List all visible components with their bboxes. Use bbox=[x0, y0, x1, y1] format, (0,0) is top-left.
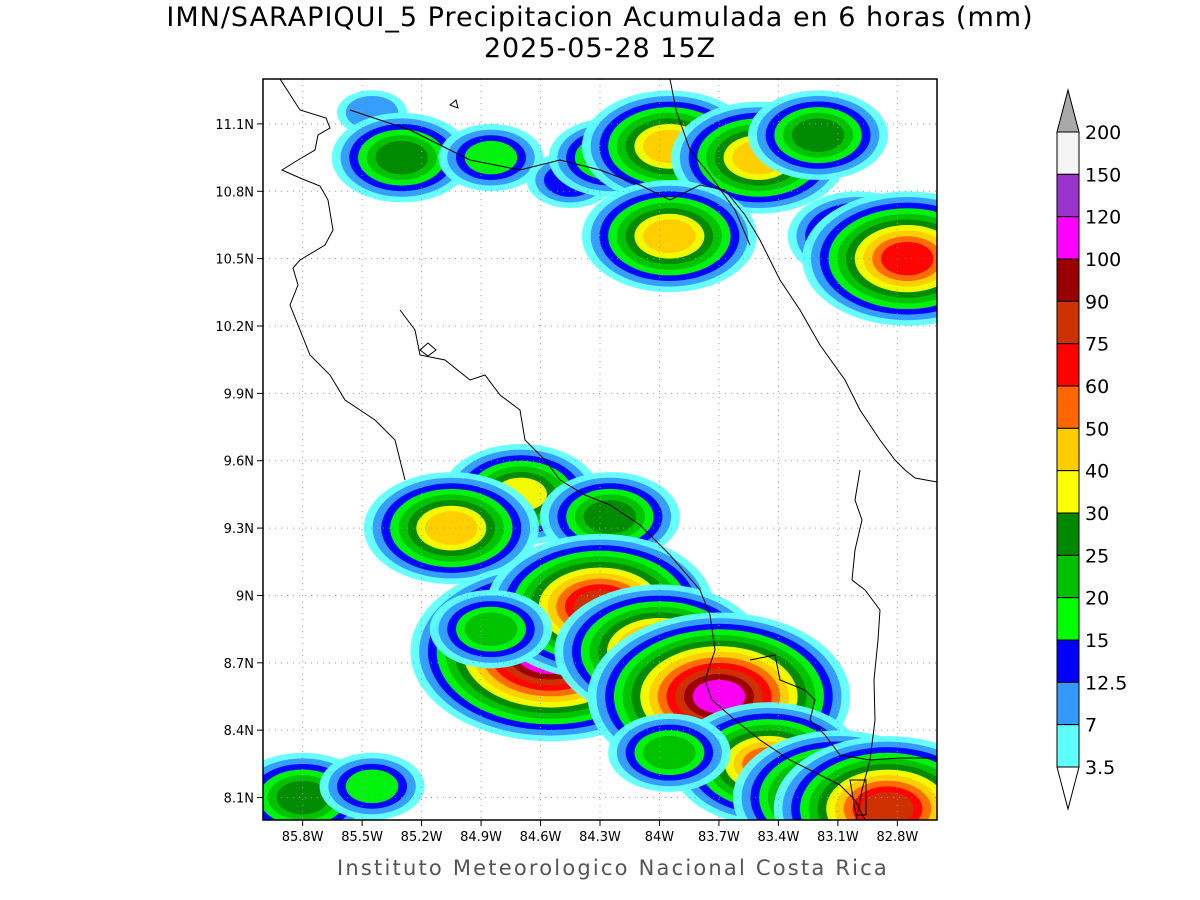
lat-tick-label: 9N bbox=[236, 589, 254, 604]
precip-contour bbox=[692, 679, 746, 714]
colorbar-label: 15 bbox=[1085, 630, 1109, 652]
colorbar-box bbox=[1056, 470, 1080, 514]
precip-contour bbox=[881, 241, 934, 276]
lon-tick-label: 85.5W bbox=[341, 830, 383, 845]
colorbar-box bbox=[1056, 724, 1080, 768]
colorbar-arrow-top bbox=[1056, 88, 1080, 133]
precip-contour bbox=[791, 118, 845, 152]
lon-tick-label: 84.9W bbox=[460, 830, 502, 845]
colorbar-box bbox=[1056, 131, 1080, 175]
lat-tick-label: 10.5N bbox=[215, 253, 254, 268]
colorbar-box bbox=[1056, 427, 1080, 472]
colorbar-label: 12.5 bbox=[1085, 672, 1127, 694]
lat-tick-label: 9.6N bbox=[224, 455, 254, 470]
lat-tick-label: 8.7N bbox=[224, 657, 254, 672]
lon-tick-label: 83.1W bbox=[817, 830, 859, 845]
map-subtitle: 2025-05-28 15Z bbox=[483, 33, 717, 64]
lat-tick-label: 10.8N bbox=[215, 185, 254, 200]
precip-cell bbox=[581, 180, 757, 293]
precipitation-field bbox=[263, 90, 937, 820]
colorbar-label: 50 bbox=[1085, 418, 1109, 440]
precip-contour bbox=[583, 500, 637, 534]
colorbar-label: 75 bbox=[1085, 334, 1109, 356]
lat-tick-label: 9.9N bbox=[224, 387, 254, 402]
colorbar-label: 40 bbox=[1085, 461, 1109, 483]
colorbar-label: 120 bbox=[1085, 207, 1121, 229]
colorbar-box bbox=[1056, 597, 1080, 641]
colorbar-label: 20 bbox=[1085, 588, 1109, 610]
lat-tick-label: 8.1N bbox=[224, 792, 254, 807]
precip-cell bbox=[331, 112, 472, 203]
colorbar-box bbox=[1056, 681, 1080, 726]
coastline-segment bbox=[419, 342, 437, 357]
colorbar-label: 60 bbox=[1085, 376, 1109, 398]
precip-cell bbox=[608, 713, 731, 792]
colorbar-label: 150 bbox=[1085, 164, 1121, 186]
map-title: IMN/SARAPIQUI_5 Precipitacion Acumulada … bbox=[166, 2, 1034, 33]
lat-tick-label: 11.1N bbox=[215, 118, 254, 133]
precip-contour bbox=[425, 511, 478, 545]
precip-contour bbox=[643, 219, 696, 253]
precip-cell bbox=[748, 90, 889, 180]
precip-cell bbox=[438, 123, 544, 192]
colorbar-arrow-bottom bbox=[1056, 766, 1080, 811]
lon-tick-label: 83.4W bbox=[758, 830, 800, 845]
colorbar-box bbox=[1056, 554, 1080, 599]
colorbar-label: 200 bbox=[1085, 122, 1121, 144]
precip-contour bbox=[375, 140, 429, 175]
colorbar-box bbox=[1056, 300, 1080, 345]
colorbar: 200 150 120 100 90 75 60 50 40 30 25 20 15 12.5 7 3.5 bbox=[1056, 88, 1127, 811]
coastline-segment bbox=[399, 309, 866, 820]
map-grid bbox=[263, 79, 937, 820]
precip-cell bbox=[429, 589, 553, 669]
precip-contour bbox=[345, 769, 399, 804]
lat-tick-label: 10.2N bbox=[215, 320, 254, 335]
precip-contour bbox=[861, 791, 914, 820]
colorbar-label: 25 bbox=[1085, 545, 1109, 567]
lon-tick-label: 84W bbox=[645, 830, 675, 845]
precip-cell bbox=[319, 752, 425, 820]
lon-tick-label: 85.2W bbox=[401, 830, 443, 845]
colorbar-label: 3.5 bbox=[1085, 757, 1115, 779]
latitude-axis: 11.1N 10.8N 10.5N 10.2N 9.9N 9.6N 9.3N 9N 8.7N 8.… bbox=[215, 118, 263, 807]
coastline bbox=[279, 79, 937, 820]
precip-contour bbox=[643, 735, 696, 770]
lon-tick-label: 84.3W bbox=[579, 830, 621, 845]
longitude-axis: 85.8W 85.5W 85.2W 84.9W 84.6W 84.3W 84W 83.7W 83… bbox=[282, 820, 918, 845]
colorbar-label: 30 bbox=[1085, 503, 1109, 525]
precip-contour bbox=[464, 612, 518, 646]
colorbar-box bbox=[1056, 258, 1080, 302]
colorbar-box bbox=[1056, 639, 1080, 683]
lon-tick-label: 82.8W bbox=[876, 830, 918, 845]
lat-tick-label: 8.4N bbox=[224, 724, 254, 739]
colorbar-box bbox=[1056, 173, 1080, 218]
precip-cell bbox=[773, 735, 937, 820]
colorbar-box bbox=[1056, 512, 1080, 556]
precip-contour bbox=[276, 780, 329, 815]
colorbar-label: 90 bbox=[1085, 291, 1109, 313]
precip-cell bbox=[363, 472, 539, 585]
lat-tick-label: 9.3N bbox=[224, 522, 254, 537]
coastline-segment bbox=[749, 654, 937, 761]
lon-tick-label: 85.8W bbox=[282, 830, 324, 845]
lon-tick-label: 84.6W bbox=[520, 830, 562, 845]
coastline-segment bbox=[669, 79, 751, 246]
coastline-segment bbox=[449, 99, 459, 109]
coastline-segment bbox=[849, 779, 867, 816]
colorbar-box bbox=[1056, 385, 1080, 429]
colorbar-box bbox=[1056, 343, 1080, 387]
coastline-segment bbox=[349, 109, 937, 483]
coastline-segment bbox=[279, 79, 406, 481]
institution-credit: Instituto Meteorologico Nacional Costa R… bbox=[337, 856, 889, 880]
colorbar-label: 7 bbox=[1085, 715, 1097, 737]
lon-tick-label: 83.7W bbox=[698, 830, 740, 845]
colorbar-label: 100 bbox=[1085, 249, 1121, 271]
precip-contour bbox=[464, 140, 518, 175]
colorbar-box bbox=[1056, 216, 1080, 260]
